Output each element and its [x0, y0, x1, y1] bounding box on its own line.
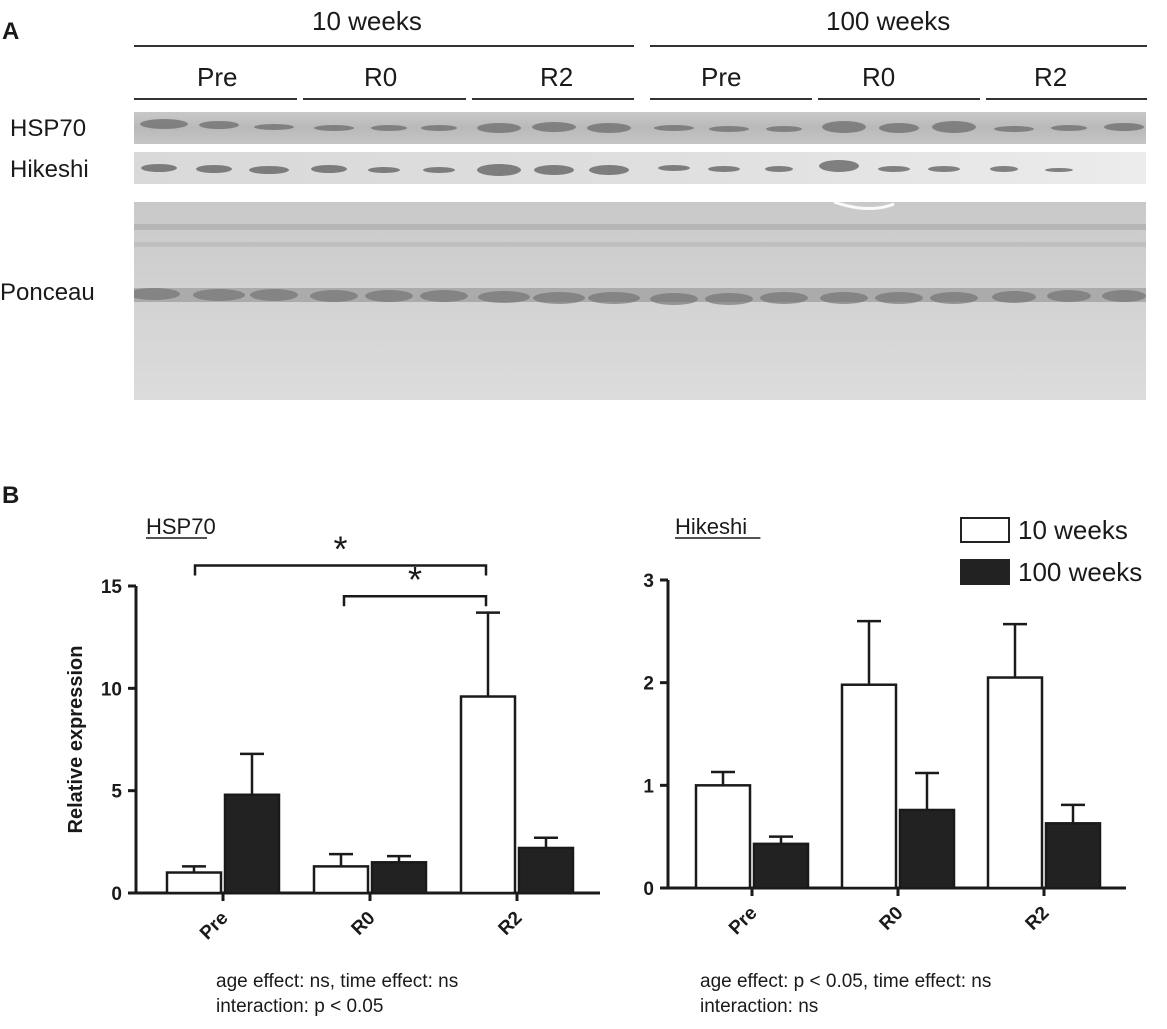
- panel-b-letter: B: [2, 482, 20, 509]
- row-label-hikeshi: Hikeshi: [10, 156, 89, 183]
- age-group-header-100-weeks: 100 weeks: [826, 6, 951, 36]
- ponceau-blot-image: [134, 202, 1146, 400]
- hsp70-x-tick-label: R0: [348, 908, 380, 940]
- hikeshi-y-tick-label: 3: [643, 571, 654, 592]
- hsp70-significance-star: *: [333, 529, 347, 570]
- hikeshi-bar-pre-10w: [694, 784, 752, 890]
- time-label-100w-pre: Pre: [701, 62, 742, 92]
- row-label-ponceau: Ponceau: [0, 279, 95, 306]
- hikeshi-bar-r0-100w: [898, 808, 956, 890]
- time-label-100w-r2: R2: [1034, 62, 1068, 92]
- stats-right-line-1: age effect: p < 0.05, time effect: ns: [700, 971, 992, 992]
- ponceau-blot-bands: [134, 202, 1146, 305]
- time-underline-100w-r0: [818, 98, 980, 100]
- stats-right: age effect: p < 0.05, time effect: ns in…: [700, 969, 991, 1019]
- hsp70-bar-pre-10w: [165, 871, 223, 895]
- hikeshi-y-tick-label: 1: [643, 776, 654, 797]
- hsp70-x-tick-label: Pre: [196, 908, 233, 945]
- panel-a-letter: A: [2, 18, 20, 45]
- hsp70-blot-bands: [140, 119, 1144, 133]
- hsp70-blot-image: [134, 112, 1146, 144]
- hikeshi-bar-r2-100w: [1044, 822, 1102, 890]
- hikeshi-bar-pre-100w: [752, 842, 810, 890]
- hsp70-significance-bracket: [342, 594, 488, 607]
- row-label-hsp70: HSP70: [10, 115, 87, 142]
- time-underline-10w-r0: [303, 98, 466, 100]
- legend-swatch-100-weeks: [960, 559, 1010, 585]
- hsp70-y-tick-label: 0: [111, 884, 122, 905]
- hikeshi-x-tick-label: R2: [1022, 903, 1054, 935]
- hikeshi-x-tick-label: R0: [876, 903, 908, 935]
- hsp70-x-tick-label: R2: [495, 908, 527, 940]
- stats-left-line-1: age effect: ns, time effect: ns: [216, 971, 459, 992]
- legend-label-10-weeks: 10 weeks: [1018, 515, 1128, 545]
- hikeshi-x-tick-label: Pre: [725, 903, 762, 940]
- hsp70-y-axis-label: Relative expression: [65, 646, 87, 834]
- hikeshi-blot-image: [134, 152, 1146, 184]
- hsp70-chart: HSP70 0 5 10 15 Relative expression Pre R0 R2 * *: [65, 514, 600, 944]
- hsp70-bar-r2-10w: [459, 695, 517, 895]
- hikeshi-bar-r0-10w: [840, 683, 898, 890]
- hikeshi-bar-r2-10w: [986, 676, 1044, 890]
- stats-right-line-2: interaction: ns: [700, 996, 819, 1017]
- age-group-underline-100-weeks: [650, 45, 1147, 47]
- hikeshi-chart-title: Hikeshi: [675, 514, 747, 539]
- legend-label-100-weeks: 100 weeks: [1018, 557, 1143, 587]
- hsp70-chart-title: HSP70: [146, 514, 216, 539]
- hsp70-y-tick-label: 10: [101, 679, 122, 700]
- time-label-10w-pre: Pre: [197, 62, 238, 92]
- hikeshi-y-tick-label: 2: [643, 674, 654, 695]
- hsp70-significance-bracket: [193, 564, 488, 576]
- stats-left: age effect: ns, time effect: ns interact…: [216, 969, 458, 1019]
- hsp70-bar-r0-100w: [370, 861, 428, 895]
- time-underline-100w-r2: [986, 98, 1147, 100]
- hsp70-bar-r0-10w: [312, 865, 370, 895]
- age-group-underline-10-weeks: [134, 45, 634, 47]
- legend: 10 weeks 100 weeks: [960, 515, 1160, 591]
- time-underline-10w-r2: [472, 98, 634, 100]
- hikeshi-y-tick-label: 0: [643, 879, 654, 900]
- stats-left-line-2: interaction: p < 0.05: [216, 996, 384, 1017]
- age-group-header-10-weeks: 10 weeks: [312, 6, 422, 36]
- hsp70-y-tick-label: 5: [111, 782, 122, 803]
- hikeshi-blot-bands: [141, 160, 1073, 176]
- time-label-100w-r0: R0: [862, 62, 896, 92]
- legend-swatch-10-weeks: [960, 517, 1010, 543]
- time-label-10w-r0: R0: [364, 62, 398, 92]
- time-underline-10w-pre: [134, 98, 297, 100]
- hsp70-significance-star: *: [408, 559, 422, 600]
- hsp70-bar-r2-100w: [517, 846, 575, 895]
- hikeshi-chart: Hikeshi 0 1 2 3 Pre R0 R2: [643, 514, 1126, 939]
- time-underline-100w-pre: [650, 98, 812, 100]
- hsp70-y-tick-label: 15: [101, 577, 123, 598]
- time-label-10w-r2: R2: [540, 62, 574, 92]
- hsp70-bar-pre-100w: [223, 793, 281, 895]
